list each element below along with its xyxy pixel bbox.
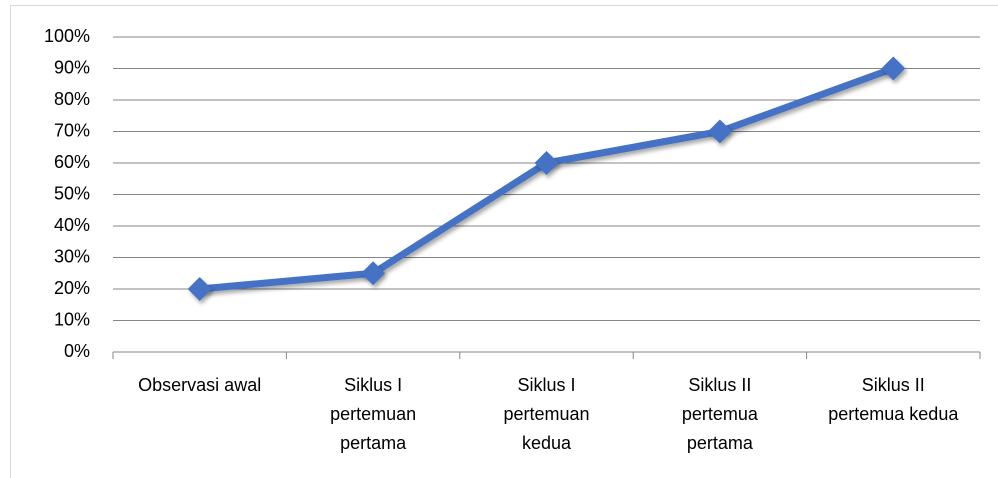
y-tick-label: 40% [54, 215, 90, 235]
y-tick-label: 20% [54, 278, 90, 298]
x-tick-label: Siklus II pertemua kedua [828, 375, 959, 424]
y-tick-label: 60% [54, 152, 90, 172]
y-tick-label: 50% [54, 183, 90, 203]
y-tick-label: 70% [54, 120, 90, 140]
marker [881, 56, 906, 81]
y-tick-label: 100% [44, 26, 90, 46]
chart-border [10, 5, 998, 478]
y-tick-label: 10% [54, 309, 90, 329]
y-tick-label: 80% [54, 89, 90, 109]
y-tick-label: 30% [54, 246, 90, 266]
x-tick-label: Observasi awal [138, 375, 262, 395]
x-tick-label: Siklus I pertemuan kedua [503, 375, 590, 453]
x-tick-label: Siklus II pertemua pertama [681, 375, 758, 453]
y-tick-label: 90% [54, 57, 90, 77]
marker [187, 277, 212, 301]
marker [534, 151, 559, 175]
marker [707, 119, 732, 144]
x-tick-label: Siklus I pertemuan pertama [330, 375, 417, 453]
line [199, 65, 895, 293]
marker [361, 261, 386, 286]
y-tick-label: 0% [64, 341, 90, 361]
